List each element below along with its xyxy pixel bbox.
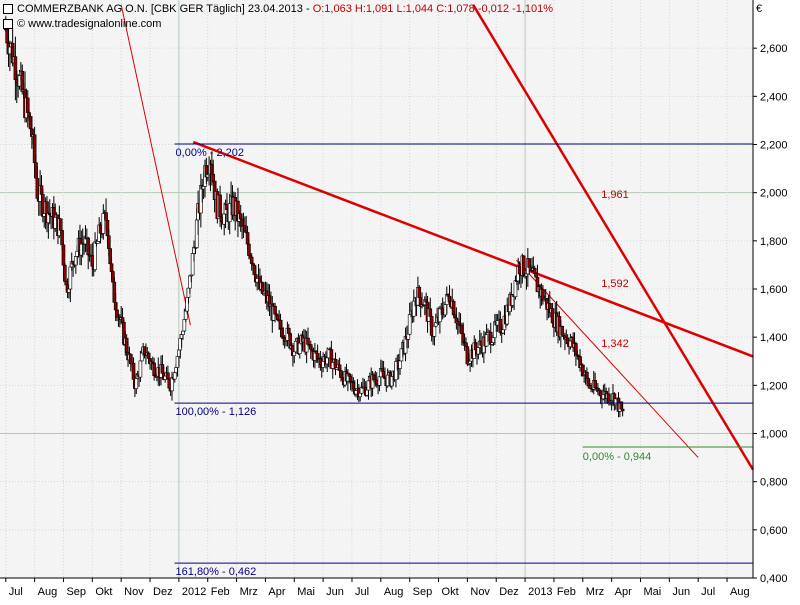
candle-layer bbox=[3, 16, 625, 418]
x-tick-label: Mai bbox=[643, 586, 661, 598]
x-tick-label: 2012 bbox=[182, 586, 206, 598]
copyright-row: © www.tradesignalonline.com bbox=[3, 18, 161, 30]
candle-body bbox=[417, 286, 422, 299]
trend-line bbox=[192, 140, 754, 358]
candle-body bbox=[61, 244, 66, 266]
y-tick-label: 1,600 bbox=[760, 284, 788, 296]
candle-body bbox=[138, 360, 143, 378]
x-tick-label: Feb bbox=[557, 586, 576, 598]
y-tick-label: 2,600 bbox=[760, 43, 788, 55]
x-tick-label: Nov bbox=[470, 586, 490, 598]
candle-body bbox=[58, 218, 63, 231]
candle-body bbox=[306, 337, 310, 345]
y-tick-label: 2,400 bbox=[760, 91, 788, 103]
fib-label: 100,00% - 1,126 bbox=[176, 406, 257, 418]
trend-line-label: 1,342 bbox=[601, 338, 629, 350]
x-tick-label: Okt bbox=[442, 586, 459, 598]
x-tick-label: Apr bbox=[268, 586, 285, 598]
header-ohlc: O:1,063 H:1,091 L:1,044 bbox=[312, 3, 434, 15]
copyright-text: © www.tradesignalonline.com bbox=[17, 18, 162, 30]
x-tick-label: Dez bbox=[153, 586, 173, 598]
x-tick-label: Nov bbox=[124, 586, 144, 598]
x-tick-label: Jul bbox=[9, 586, 23, 598]
header-checkbox-icon[interactable] bbox=[3, 4, 13, 15]
candle-body bbox=[521, 255, 526, 275]
y-tick-label: 2,000 bbox=[760, 188, 788, 200]
x-tick-label: Okt bbox=[95, 586, 112, 598]
x-tick-label: Aug bbox=[38, 586, 58, 598]
y-tick-label: 0,400 bbox=[760, 573, 788, 585]
fib-layer: 0,00% - 2,202 100,00% - 1,126 161,80% - 0,… bbox=[174, 143, 753, 578]
x-tick-label: Sep bbox=[66, 586, 86, 598]
x-tick-label: Sep bbox=[413, 586, 433, 598]
copyright-checkbox-icon[interactable] bbox=[3, 19, 13, 30]
x-tick-label: Jun bbox=[672, 586, 690, 598]
chart-header[interactable]: COMMERZBANK AG O.N. [CBK GER Täglich] 23… bbox=[3, 3, 553, 15]
trend-line bbox=[472, 4, 755, 471]
x-tick-label: Jun bbox=[326, 586, 344, 598]
trend-line-label: 1,592 bbox=[601, 278, 629, 290]
trend-line bbox=[120, 4, 191, 326]
candle-body bbox=[211, 173, 216, 182]
trend-line-label: 1,961 bbox=[601, 189, 629, 201]
candle-body bbox=[432, 325, 437, 337]
header-title: COMMERZBANK AG O.N. [CBK GER Täglich] 23… bbox=[17, 3, 313, 15]
x-tick-label: Jul bbox=[355, 586, 369, 598]
support-label: 0,00% - 0,944 bbox=[583, 451, 652, 463]
x-tick-label: 2013 bbox=[528, 586, 552, 598]
y-tick-label: 1,000 bbox=[760, 429, 788, 441]
candle-body bbox=[63, 264, 67, 282]
x-tick-label: Mrz bbox=[240, 586, 258, 598]
header-change: C:1,078 -0,012 -1,101% bbox=[436, 3, 554, 15]
x-tick-label: Jul bbox=[701, 586, 715, 598]
trend-layer: 1,592 1,961 1,342 bbox=[120, 4, 755, 471]
x-tick-label: Dez bbox=[499, 586, 519, 598]
candle-body bbox=[407, 314, 412, 335]
trend-line bbox=[516, 259, 699, 458]
y-tick-label: 1,800 bbox=[760, 236, 788, 248]
y-tick-label: 1,400 bbox=[760, 332, 788, 344]
x-tick-label: Apr bbox=[615, 586, 632, 598]
fib-label: 161,80% - 0,462 bbox=[176, 566, 257, 578]
fib-label: 0,00% - 2,202 bbox=[176, 147, 245, 159]
x-tick-label: Aug bbox=[730, 586, 750, 598]
x-tick-label: Feb bbox=[211, 586, 230, 598]
candle-body bbox=[620, 408, 625, 412]
y-tick-label: 0,800 bbox=[760, 477, 788, 489]
x-tick-label: Aug bbox=[384, 586, 404, 598]
grid-layer bbox=[0, 0, 753, 579]
candle-body bbox=[398, 360, 402, 369]
y-tick-label: 0,600 bbox=[760, 525, 788, 537]
x-axis[interactable]: Jul Aug Sep Okt Nov Dez 2012 Feb Mrz Apr Mai Jun Jul… bbox=[5, 578, 750, 598]
candle-body bbox=[134, 378, 139, 389]
candle-body bbox=[107, 235, 111, 249]
y-unit-label: € bbox=[756, 3, 762, 15]
y-axis[interactable]: 0,400 0,600 0,800 1,000 1,200 1,400 1,600 1,800… bbox=[753, 43, 788, 585]
y-tick-label: 2,200 bbox=[760, 140, 788, 152]
y-tick-label: 1,200 bbox=[760, 380, 788, 392]
x-tick-label: Mrz bbox=[586, 586, 604, 598]
x-tick-label: Mai bbox=[297, 586, 315, 598]
